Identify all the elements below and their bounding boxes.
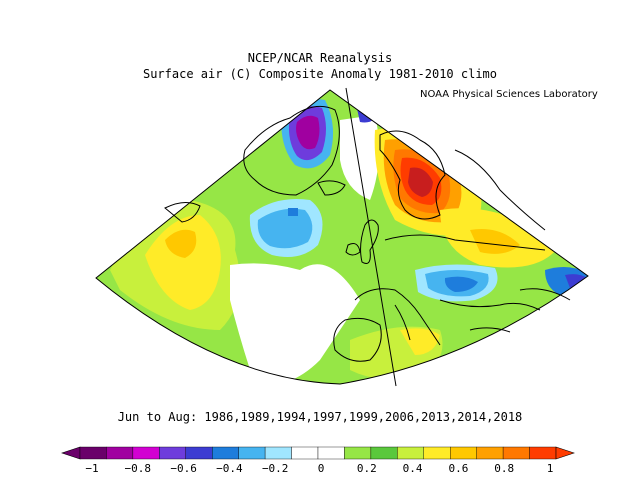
colorbar-swatch <box>423 446 451 460</box>
colorbar-arrow-low <box>61 446 81 460</box>
period-label: Jun to Aug: 1986,1989,1994,1997,1999,200… <box>117 410 523 424</box>
colorbar-swatches <box>61 446 575 460</box>
colorbar-swatch <box>238 446 266 460</box>
colorbar-swatch <box>291 446 319 460</box>
east-europe-warm <box>470 229 520 254</box>
map-boundary <box>95 89 589 385</box>
colorbar-tick-label: 0 <box>318 462 325 475</box>
warm-core <box>165 229 197 258</box>
colorbar-swatch <box>159 446 186 460</box>
colorbar-arrow-high <box>555 446 575 460</box>
colorbar-tick-label: 0.8 <box>494 462 514 475</box>
map-title: NCEP/NCAR Reanalysis <box>247 51 393 65</box>
colorbar-tick-label: −0.4 <box>216 462 243 475</box>
colorbar-swatch <box>344 446 372 460</box>
colorbar-swatch <box>264 446 292 460</box>
colorbar-swatch <box>476 446 504 460</box>
credit-label: NOAA Physical Sciences Laboratory <box>420 89 598 100</box>
scandinavia-hottest <box>408 167 433 197</box>
colorbar-tick-label: −0.2 <box>262 462 289 475</box>
colorbar-swatch <box>185 446 213 460</box>
colorbar-swatch <box>370 446 398 460</box>
colorbar-swatch <box>529 446 557 460</box>
greenland-coldest <box>296 115 320 150</box>
warm-region <box>145 215 221 310</box>
neutral-region <box>230 263 360 384</box>
colorbar-swatch <box>106 446 134 460</box>
colorbar-swatch <box>212 446 239 460</box>
mediterranean-warm <box>400 328 440 355</box>
colorbar-tick-label: −1 <box>85 462 98 475</box>
neutral-region-north <box>340 115 379 200</box>
colorbar-tick-label: 0.4 <box>403 462 423 475</box>
colorbar-swatch <box>79 446 107 460</box>
colorbar-tick-label: 0.2 <box>357 462 377 475</box>
colorbar-tick-label: −0.6 <box>170 462 197 475</box>
colorbar-swatch <box>397 446 424 460</box>
colorbar-tick-label: −0.8 <box>125 462 152 475</box>
colorbar-ticks: −1 −0.8 −0.6 −0.4 −0.2 0 0.2 0.4 0.6 0.8 1 <box>85 462 553 475</box>
cool-region <box>257 208 313 249</box>
balkans-cooler <box>444 276 478 292</box>
meridian-line <box>345 87 397 387</box>
colorbar-swatch <box>317 446 345 460</box>
colorbar-swatch <box>502 446 530 460</box>
colorbar-tick-label: 0.6 <box>448 462 468 475</box>
cool-core <box>288 208 298 216</box>
colorbar-swatch <box>450 446 477 460</box>
coastlines <box>164 105 571 362</box>
colorbar-swatch <box>132 446 160 460</box>
map-subtitle: Surface air (C) Composite Anomaly 1981-2… <box>142 67 497 81</box>
colorbar-tick-label: 1 <box>547 462 554 475</box>
